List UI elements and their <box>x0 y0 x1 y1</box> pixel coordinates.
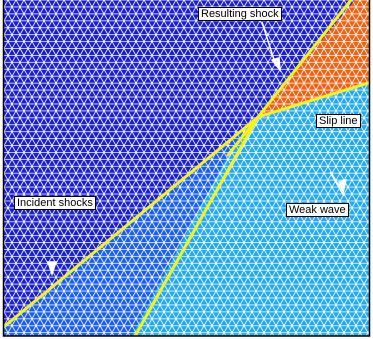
weak-wave-pointer <box>329 171 345 197</box>
incident-shock-line <box>3 115 260 330</box>
incident-shock-arrowhead <box>46 261 58 277</box>
weak-wave-line <box>226 115 260 157</box>
weak-wave-arrowhead <box>338 178 348 196</box>
resulting-shock-line <box>256 0 353 119</box>
resulting-shock-arrowhead <box>270 57 281 73</box>
slip-line-label: Slip line <box>316 114 361 128</box>
resulting-shock-label: Resulting shock <box>198 7 282 21</box>
slip-line-curve <box>256 80 370 119</box>
weak-wave-label: Weak wave <box>286 203 349 217</box>
label-pointers <box>46 21 348 277</box>
resulting-shock-pointer <box>261 21 277 67</box>
incident-shocks-label: Incident shocks <box>14 196 96 210</box>
reflected-shock-line <box>133 115 260 336</box>
